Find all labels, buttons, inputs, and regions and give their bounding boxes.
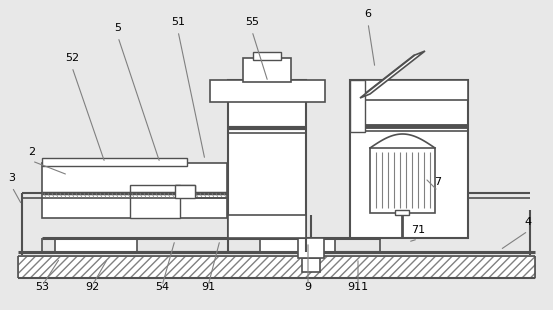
Text: 51: 51 [171,17,185,27]
Bar [302,258,320,272]
Text: 92: 92 [85,282,99,292]
Text: 55: 55 [245,17,259,27]
Bar [228,80,306,238]
Text: 91: 91 [201,282,215,292]
Bar [18,256,535,278]
Text: 911: 911 [347,282,368,292]
Text: 5: 5 [114,23,122,33]
Bar [42,163,227,218]
Polygon shape [360,51,425,98]
Bar [130,185,180,218]
Text: 3: 3 [8,173,15,183]
Text: 53: 53 [35,282,49,292]
Bar [175,185,195,198]
Bar [42,158,187,166]
Text: 2: 2 [28,147,35,157]
Bar [260,238,335,252]
Bar [350,80,468,100]
Text: 6: 6 [364,9,372,19]
Text: 4: 4 [524,217,531,227]
Text: 9: 9 [305,282,311,292]
Text: 54: 54 [155,282,169,292]
Bar [370,148,435,213]
Bar [395,210,409,215]
Bar [55,238,137,252]
Text: 52: 52 [65,53,79,63]
Bar [243,58,291,82]
Bar [350,80,365,132]
Bar [350,80,468,238]
Bar [228,215,306,238]
Text: 71: 71 [411,225,425,235]
Text: 7: 7 [435,177,441,187]
Bar [253,52,281,60]
Bar [210,80,325,102]
Bar [298,238,324,258]
